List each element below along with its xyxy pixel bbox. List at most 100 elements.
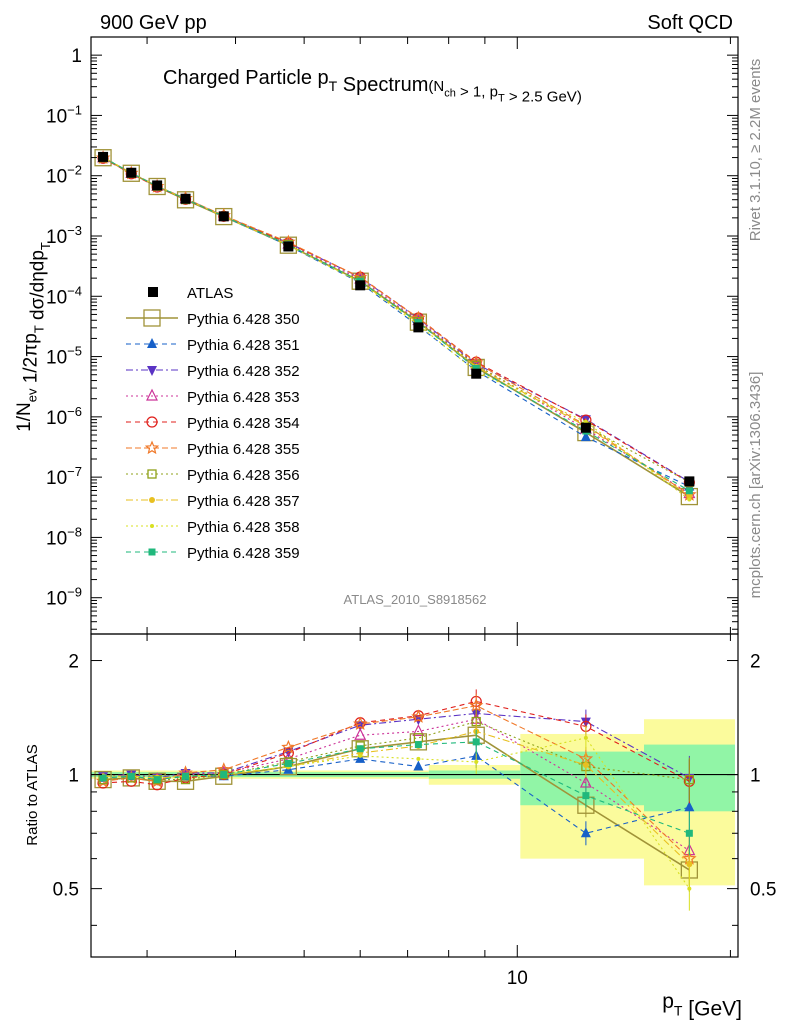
legend-label: Pythia 6.428 355 <box>187 441 300 458</box>
legend-label: Pythia 6.428 357 <box>187 493 300 510</box>
marker <box>353 716 368 731</box>
x-axis-label: pT [GeV] <box>662 990 742 1020</box>
marker <box>284 759 292 767</box>
marker <box>469 698 484 712</box>
marker <box>413 760 424 771</box>
data-point <box>218 211 229 222</box>
ratio-series-pythia-6-428-359 <box>99 729 693 856</box>
legend-entry-pythia-6-428-353: Pythia 6.428 353 <box>126 388 300 406</box>
marker <box>146 388 158 401</box>
y-tick-label: 10−1 <box>46 102 82 127</box>
ratio-y-tick-label-right: 2 <box>750 652 761 673</box>
data-point <box>152 180 163 191</box>
data-point <box>413 322 424 333</box>
stat-uncertainty-band <box>520 751 644 806</box>
marker <box>687 886 692 891</box>
legend-label: Pythia 6.428 352 <box>187 363 300 380</box>
legend-entry-pythia-6-428-350: Pythia 6.428 350 <box>126 309 300 328</box>
y-tick-label: 10−9 <box>46 585 82 610</box>
marker <box>472 738 480 746</box>
marker <box>583 735 588 740</box>
series-line <box>102 157 690 483</box>
legend-label: ATLAS <box>187 285 233 302</box>
legend-entry-pythia-6-428-355: Pythia 6.428 355 <box>126 440 300 458</box>
y-tick-label: 10−8 <box>46 524 82 549</box>
marker <box>412 724 425 737</box>
data-point <box>580 422 591 433</box>
marker <box>147 338 157 348</box>
legend-label: Pythia 6.428 359 <box>187 545 300 562</box>
data-point <box>471 368 482 379</box>
marker <box>356 745 364 753</box>
mcplots-reference-label: mcplots.cern.ch [arXiv:1306.3436] <box>747 372 764 599</box>
marker <box>143 309 161 327</box>
ratio-y-tick-label: 2 <box>68 652 79 673</box>
marker <box>147 469 157 479</box>
ratio-y-tick-label: 1 <box>68 766 79 787</box>
marker <box>127 772 135 780</box>
marker <box>281 739 296 754</box>
marker <box>146 416 158 428</box>
x-tick-label: 10 <box>507 968 528 989</box>
legend-entry-pythia-6-428-359: Pythia 6.428 359 <box>126 545 300 562</box>
legend-label: Pythia 6.428 350 <box>187 311 300 328</box>
legend-entry-pythia-6-428-358: Pythia 6.428 358 <box>126 519 300 536</box>
ratio-series-line <box>103 700 690 786</box>
ratio-panel: 10 0.5 0.5 1 1 2 2 <box>53 633 776 989</box>
data-point <box>180 193 191 204</box>
legend: ATLAS Pythia 6.428 350 Pythia 6.428 351 Pyt… <box>126 285 300 562</box>
legend-entry-pythia-6-428-351: Pythia 6.428 351 <box>126 337 300 354</box>
header-right-label: Soft QCD <box>647 12 733 34</box>
marker <box>182 772 190 780</box>
marker <box>684 774 694 785</box>
y-tick-label: 10−2 <box>46 163 82 188</box>
ratio-axis-label: Ratio to ATLAS <box>24 744 41 845</box>
legend-entry-pythia-6-428-357: Pythia 6.428 357 <box>126 493 300 510</box>
marker <box>148 548 156 556</box>
marker <box>150 524 154 528</box>
marker <box>582 792 590 800</box>
legend-entry-pythia-6-428-352: Pythia 6.428 352 <box>126 363 300 380</box>
analysis-id-label: ATLAS_2010_S8918562 <box>344 592 487 607</box>
y-tick-label: 10−5 <box>46 344 82 369</box>
data-point <box>126 167 137 178</box>
legend-label: Pythia 6.428 356 <box>187 467 300 484</box>
chart-title: Charged Particle pT Spectrum(Nch > 1, pT… <box>163 67 582 106</box>
ratio-series-line <box>103 741 690 834</box>
marker <box>148 177 166 196</box>
y-tick-label: 10−4 <box>46 283 82 308</box>
y-tick-label: 1 <box>71 46 82 67</box>
marker <box>687 497 692 502</box>
marker <box>147 366 157 376</box>
marker <box>474 759 479 764</box>
data-point <box>355 280 366 291</box>
marker <box>580 431 591 442</box>
marker <box>354 727 367 740</box>
marker <box>685 829 693 837</box>
ratio-y-tick-label: 0.5 <box>53 880 79 901</box>
data-point <box>283 241 294 252</box>
y-tick-label: 10−6 <box>46 404 82 429</box>
legend-label: Pythia 6.428 351 <box>187 337 300 354</box>
marker <box>416 756 421 761</box>
marker <box>580 827 591 838</box>
ratio-frame <box>90 633 739 958</box>
marker <box>99 774 107 782</box>
marker <box>685 487 693 495</box>
marker <box>686 861 693 868</box>
data-point <box>684 476 695 487</box>
ratio-y-tick-label-right: 1 <box>750 766 761 787</box>
marker <box>414 741 422 749</box>
marker <box>472 364 480 372</box>
ratio-y-tick-label-right: 0.5 <box>750 880 776 901</box>
marker <box>153 776 161 784</box>
marker <box>684 801 695 812</box>
series-line <box>102 156 690 492</box>
data-point <box>98 151 109 162</box>
rivet-version-label: Rivet 3.1.10, ≥ 2.2M events <box>747 59 764 242</box>
legend-label: Pythia 6.428 354 <box>187 415 300 432</box>
marker <box>122 164 140 182</box>
marker <box>220 771 228 779</box>
legend-entry-atlas: ATLAS <box>148 285 233 302</box>
